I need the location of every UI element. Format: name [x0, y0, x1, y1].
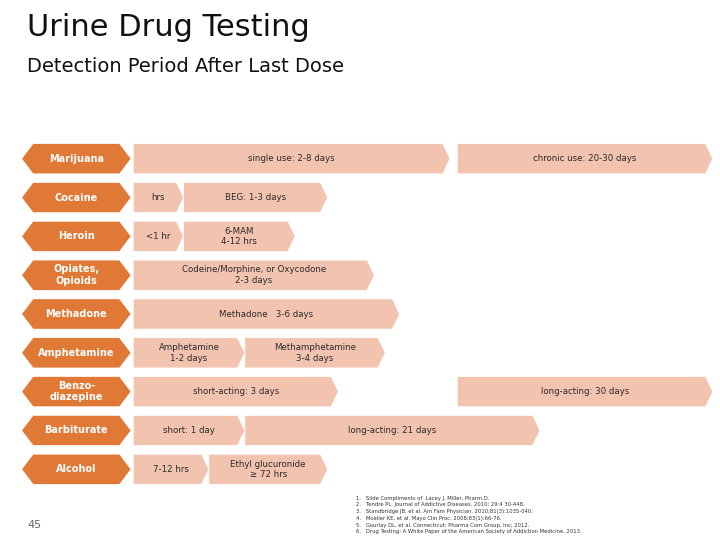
Text: Codeine/Morphine, or Oxycodone
2-3 days: Codeine/Morphine, or Oxycodone 2-3 days [181, 266, 326, 285]
Text: 2.   Tendre PL. Journal of Addictive Diseases. 2010; 29:4 30-448.: 2. Tendre PL. Journal of Addictive Disea… [356, 502, 525, 508]
Text: 6.   Drug Testing: A White Paper of the American Society of Addiction Medicine. : 6. Drug Testing: A White Paper of the Am… [356, 529, 582, 535]
Polygon shape [22, 260, 131, 291]
Text: Opiates,
Opioids: Opiates, Opioids [53, 265, 99, 286]
Bar [0, 213, 720, 221]
Text: Detection Period After Last Dose: Detection Period After Last Dose [27, 57, 344, 76]
Polygon shape [133, 299, 400, 329]
Text: Urine Drug Testing: Urine Drug Testing [27, 14, 310, 43]
Polygon shape [133, 221, 184, 252]
Text: Marijuana: Marijuana [49, 154, 104, 164]
Polygon shape [22, 415, 131, 445]
Bar [0, 252, 720, 256]
Text: long-acting: 21 days: long-acting: 21 days [348, 426, 436, 435]
Bar [0, 174, 720, 183]
Text: BEG: 1-3 days: BEG: 1-3 days [225, 193, 286, 202]
Bar [0, 252, 720, 260]
Text: 6-MAM
4-12 hrs: 6-MAM 4-12 hrs [222, 227, 257, 246]
Text: long-acting: 30 days: long-acting: 30 days [541, 387, 629, 396]
Text: 1.   Slide Compliments of  Lacey J. Miller, Pharm.D.: 1. Slide Compliments of Lacey J. Miller,… [356, 496, 490, 501]
Polygon shape [22, 144, 131, 174]
Polygon shape [245, 338, 385, 368]
Bar [0, 291, 720, 295]
Polygon shape [209, 454, 328, 484]
Text: Cocaine: Cocaine [55, 193, 98, 202]
Bar [0, 174, 720, 178]
Polygon shape [22, 299, 131, 329]
Text: 4.   Moeller KE, et al. Mayo Clin Proc. 2008;83(1):66-76.: 4. Moeller KE, et al. Mayo Clin Proc. 20… [356, 516, 502, 521]
Polygon shape [22, 454, 131, 484]
Text: Ethyl glucuronide
≥ 72 hrs: Ethyl glucuronide ≥ 72 hrs [230, 460, 306, 479]
Text: 45: 45 [27, 520, 42, 530]
Text: 3.   Standbridge JB, et al. Am Fam Physician. 2010;81(3):1035-040.: 3. Standbridge JB, et al. Am Fam Physici… [356, 509, 534, 514]
Bar [0, 407, 720, 415]
Polygon shape [22, 221, 131, 252]
Polygon shape [457, 376, 713, 407]
Bar [0, 291, 720, 299]
Bar [0, 329, 720, 333]
Polygon shape [22, 338, 131, 368]
Text: Methadone   3-6 days: Methadone 3-6 days [220, 309, 313, 319]
Polygon shape [457, 144, 713, 174]
Text: Heroin: Heroin [58, 231, 95, 241]
Text: hrs: hrs [152, 193, 165, 202]
Text: <1 hr: <1 hr [146, 232, 171, 241]
Polygon shape [133, 415, 245, 445]
Polygon shape [133, 376, 338, 407]
Bar [0, 213, 720, 217]
Text: 5.   Gourlay DL, et al. Connecticut: Pharma Com Group, Inc; 2012.: 5. Gourlay DL, et al. Connecticut: Pharm… [356, 523, 530, 528]
Text: Benzo-
diazepine: Benzo- diazepine [50, 381, 103, 402]
Text: Methamphetamine
3-4 days: Methamphetamine 3-4 days [274, 343, 356, 362]
Polygon shape [133, 338, 245, 368]
Bar [0, 407, 720, 411]
Polygon shape [133, 183, 184, 213]
Text: Methadone: Methadone [45, 309, 107, 319]
Text: Alcohol: Alcohol [56, 464, 96, 474]
Polygon shape [184, 183, 328, 213]
Bar [0, 135, 720, 144]
Polygon shape [133, 144, 450, 174]
Bar [0, 329, 720, 338]
Text: Amphetamine: Amphetamine [38, 348, 114, 358]
Polygon shape [133, 260, 374, 291]
Text: Barbiturate: Barbiturate [45, 426, 108, 435]
Polygon shape [22, 376, 131, 407]
Text: short: 1 day: short: 1 day [163, 426, 215, 435]
Bar [0, 446, 720, 454]
Text: chronic use: 20-30 days: chronic use: 20-30 days [534, 154, 636, 163]
Text: 7-12 hrs: 7-12 hrs [153, 465, 189, 474]
Bar [0, 368, 720, 372]
Text: Amphetamine
1-2 days: Amphetamine 1-2 days [158, 343, 220, 362]
Bar [0, 446, 720, 450]
Text: single use: 2-8 days: single use: 2-8 days [248, 154, 335, 163]
Polygon shape [245, 415, 540, 445]
Polygon shape [22, 183, 131, 213]
Bar [0, 368, 720, 376]
Polygon shape [133, 454, 209, 484]
Polygon shape [184, 221, 295, 252]
Bar [0, 484, 720, 489]
Text: short-acting: 3 days: short-acting: 3 days [193, 387, 279, 396]
